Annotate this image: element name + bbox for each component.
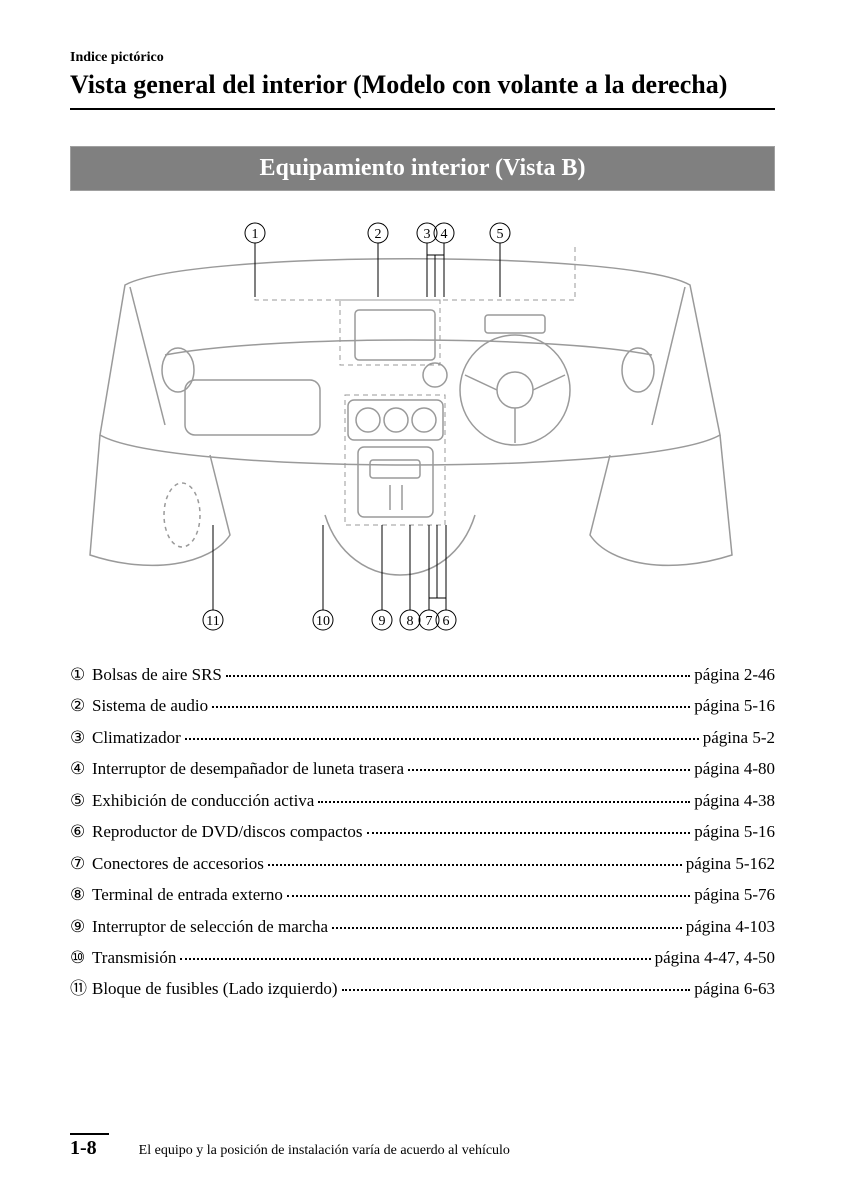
list-item-label: Terminal de entrada externo xyxy=(92,879,283,910)
list-item-number: ④ xyxy=(70,753,92,784)
list-item: ② Sistema de audio página 5-16 xyxy=(70,690,775,721)
list-item: ⑨ Interruptor de selección de marcha pági… xyxy=(70,911,775,942)
svg-text:4: 4 xyxy=(441,227,448,242)
list-item-leader xyxy=(318,801,690,803)
list-item: ⑩ Transmisión página 4-47, 4-50 xyxy=(70,942,775,973)
list-item-leader xyxy=(287,895,690,897)
footer-page-number: 1-8 xyxy=(70,1133,109,1160)
svg-text:10: 10 xyxy=(316,614,330,629)
list-item-label: Bloque de fusibles (Lado izquierdo) xyxy=(92,973,338,1004)
list-item-label: Climatizador xyxy=(92,722,181,753)
list-item: ⑪ Bloque de fusibles (Lado izquierdo) pág… xyxy=(70,973,775,1004)
list-item-label: Bolsas de aire SRS xyxy=(92,659,222,690)
list-item: ⑥ Reproductor de DVD/discos compactos pág… xyxy=(70,816,775,847)
list-item-page: página 4-38 xyxy=(694,785,775,816)
list-item: ① Bolsas de aire SRS página 2-46 xyxy=(70,659,775,690)
list-item-number: ⑧ xyxy=(70,879,92,910)
list-item: ③ Climatizador página 5-2 xyxy=(70,722,775,753)
section-banner: Equipamiento interior (Vista B) xyxy=(70,146,775,191)
svg-text:11: 11 xyxy=(206,614,219,629)
page-footer: 1-8 El equipo y la posición de instalaci… xyxy=(70,1133,775,1160)
list-item-leader xyxy=(212,706,690,708)
list-item: ⑧ Terminal de entrada externo página 5-76 xyxy=(70,879,775,910)
list-item-leader xyxy=(342,989,691,991)
list-item: ⑦ Conectores de accesorios página 5-162 xyxy=(70,848,775,879)
list-item-page: página 2-46 xyxy=(694,659,775,690)
list-item-leader xyxy=(180,958,650,960)
list-item-label: Sistema de audio xyxy=(92,690,208,721)
list-item-number: ⑪ xyxy=(70,973,92,1004)
list-item-leader xyxy=(185,738,699,740)
list-item-leader xyxy=(268,864,682,866)
list-item-page: página 4-80 xyxy=(694,753,775,784)
dashboard-diagram: 1 2 34 5 11 10 9 876 xyxy=(70,215,775,635)
list-item-page: página 5-162 xyxy=(686,848,775,879)
svg-text:1: 1 xyxy=(252,227,259,242)
svg-text:7: 7 xyxy=(426,614,433,629)
list-item-page: página 5-16 xyxy=(694,690,775,721)
list-item-leader xyxy=(226,675,690,677)
list-item-label: Transmisión xyxy=(92,942,176,973)
list-item-page: página 5-2 xyxy=(703,722,775,753)
list-item-leader xyxy=(332,927,682,929)
svg-text:8: 8 xyxy=(407,614,414,629)
list-item-label: Interruptor de selección de marcha xyxy=(92,911,328,942)
reference-list: ① Bolsas de aire SRSpágina 2-46② Sistema… xyxy=(70,659,775,1005)
list-item: ④ Interruptor de desempañador de luneta … xyxy=(70,753,775,784)
list-item-page: página 4-103 xyxy=(686,911,775,942)
breadcrumb: Indice pictórico xyxy=(70,50,775,66)
list-item-number: ⑩ xyxy=(70,942,92,973)
svg-text:3: 3 xyxy=(424,227,431,242)
list-item-number: ⑦ xyxy=(70,848,92,879)
list-item-number: ⑥ xyxy=(70,816,92,847)
page-title: Vista general del interior (Modelo con v… xyxy=(70,70,775,100)
list-item-page: página 5-16 xyxy=(694,816,775,847)
list-item: ⑤ Exhibición de conducción activa página … xyxy=(70,785,775,816)
svg-text:9: 9 xyxy=(379,614,386,629)
footer-note: El equipo y la posición de instalación v… xyxy=(139,1143,510,1159)
list-item-page: página 4-47, 4-50 xyxy=(655,942,775,973)
list-item-number: ② xyxy=(70,690,92,721)
svg-text:2: 2 xyxy=(375,227,382,242)
list-item-label: Reproductor de DVD/discos compactos xyxy=(92,816,363,847)
list-item-page: página 6-63 xyxy=(694,973,775,1004)
list-item-number: ⑨ xyxy=(70,911,92,942)
list-item-number: ⑤ xyxy=(70,785,92,816)
list-item-number: ① xyxy=(70,659,92,690)
list-item-label: Conectores de accesorios xyxy=(92,848,264,879)
list-item-leader xyxy=(367,832,691,834)
list-item-label: Interruptor de desempañador de luneta tr… xyxy=(92,753,404,784)
list-item-leader xyxy=(408,769,690,771)
list-item-number: ③ xyxy=(70,722,92,753)
title-rule xyxy=(70,108,775,110)
list-item-page: página 5-76 xyxy=(694,879,775,910)
svg-text:5: 5 xyxy=(497,227,504,242)
list-item-label: Exhibición de conducción activa xyxy=(92,785,314,816)
svg-text:6: 6 xyxy=(443,614,450,629)
